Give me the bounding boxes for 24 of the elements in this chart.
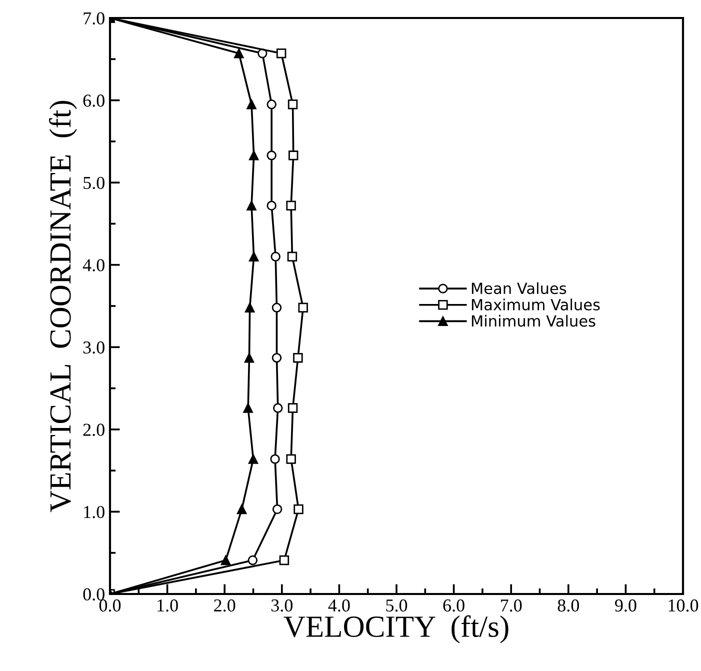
y-tick-label: 1.0 bbox=[84, 506, 104, 518]
y-axis-title: VERTICAL COORDINATE (ft) bbox=[48, 100, 78, 512]
x-tick-label: 0.0 bbox=[99, 599, 121, 612]
x-tick-label: 6.0 bbox=[443, 599, 464, 612]
x-axis-title: VELOCITY (ft/s) bbox=[284, 615, 508, 644]
x-tick-label: 3.0 bbox=[271, 599, 292, 612]
y-tick-label: 0.0 bbox=[83, 588, 104, 601]
legend-label: Maximum Values bbox=[472, 298, 600, 310]
legend-label: Mean Values bbox=[472, 282, 566, 294]
y-tick-label: 2.0 bbox=[83, 424, 104, 436]
x-tick-label: 8.0 bbox=[558, 599, 579, 612]
y-tick-label: 4.0 bbox=[82, 259, 104, 272]
y-tick-label: 3.0 bbox=[83, 341, 104, 354]
y-tick-label: 6.0 bbox=[83, 94, 104, 107]
x-tick-label: 1.0 bbox=[158, 599, 178, 612]
y-tick-label: 5.0 bbox=[84, 176, 104, 190]
x-tick-label: 9.0 bbox=[614, 599, 636, 612]
legend-label: Minimum Values bbox=[472, 314, 596, 327]
x-tick-label: 4.0 bbox=[328, 599, 350, 612]
y-tick-label: 7.0 bbox=[84, 12, 104, 25]
x-tick-label: 5.0 bbox=[386, 599, 408, 612]
x-tick-label: 7.0 bbox=[501, 599, 522, 612]
x-tick-label: 10.0 bbox=[668, 599, 698, 612]
x-tick-label: 2.0 bbox=[214, 599, 236, 612]
